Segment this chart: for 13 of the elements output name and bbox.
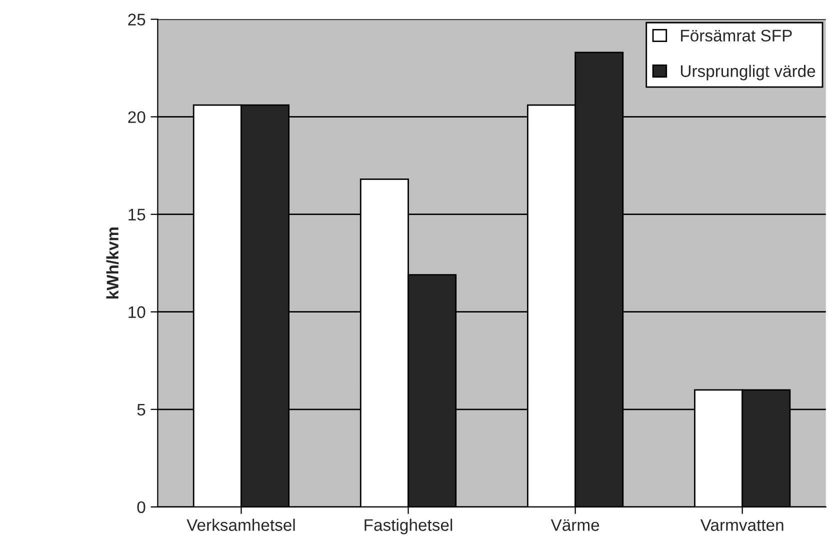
y-axis-title: kWh/kvm (106, 228, 119, 299)
legend-label: Försämrat SFP (681, 30, 792, 42)
y-tick-label: 5 (137, 404, 146, 416)
y-tick-label: 10 (128, 306, 146, 318)
x-tick-label: Varmvatten (700, 519, 784, 531)
x-tick-label: Verksamhetsel (186, 518, 295, 531)
x-tick-label: Fastighetsel (364, 518, 452, 534)
y-tick-label: 20 (128, 111, 146, 124)
y-tick-label: 15 (128, 208, 146, 221)
y-tick-label: 25 (128, 14, 146, 26)
y-tick-label: 0 (137, 501, 146, 514)
legend-label: Ursprungligt värde (680, 64, 816, 80)
x-tick-label: Värme (550, 519, 600, 531)
